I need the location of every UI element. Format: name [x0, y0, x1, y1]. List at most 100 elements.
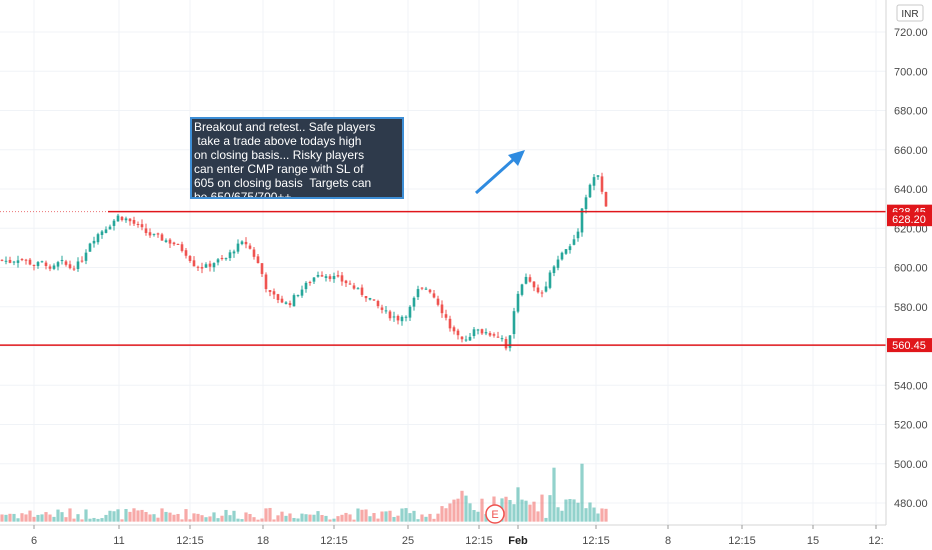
- earnings-marker[interactable]: E: [485, 504, 505, 524]
- candle-body: [320, 275, 324, 277]
- earnings-marker-text: E: [491, 509, 498, 521]
- volume-bar: [284, 515, 288, 522]
- volume-bar: [444, 508, 448, 522]
- volume-bar: [104, 514, 108, 522]
- volume-bar: [304, 514, 308, 522]
- time-tick-label: 15: [807, 535, 819, 547]
- candle-body: [48, 266, 52, 269]
- price-tick-label: 640.00: [894, 184, 928, 196]
- volume-bar: [176, 513, 180, 522]
- volume-bar: [536, 511, 540, 522]
- volume-bar: [456, 498, 460, 522]
- candle-body: [32, 264, 36, 266]
- volume-bar: [576, 502, 580, 522]
- price-tick-label: 540.00: [894, 380, 928, 392]
- volume-bar: [416, 519, 420, 522]
- candle-body: [156, 233, 160, 235]
- candle-body: [108, 226, 112, 230]
- candle-body: [584, 197, 588, 209]
- candle-body: [412, 297, 416, 307]
- volume-bar: [380, 511, 384, 522]
- volume-bar: [88, 518, 92, 522]
- price-tick-label: 700.00: [894, 66, 928, 78]
- candle-body: [528, 277, 532, 282]
- candle-body: [92, 240, 96, 244]
- last-price-tag: [887, 212, 932, 227]
- candle-body: [120, 216, 124, 221]
- candle-body: [216, 259, 220, 263]
- candle-body: [140, 224, 144, 228]
- volume-bar: [36, 514, 40, 522]
- volume-bar: [152, 514, 156, 522]
- volume-bar: [160, 508, 164, 522]
- price-tick-label: 520.00: [894, 420, 928, 432]
- candle-body: [180, 244, 184, 251]
- currency-badge[interactable]: INR: [896, 4, 924, 22]
- volume-bar: [132, 508, 136, 522]
- volume-bar: [324, 515, 328, 522]
- volume-bar: [600, 508, 604, 522]
- candle-body: [468, 336, 472, 341]
- candle-body: [148, 232, 152, 236]
- volume-bar: [140, 509, 144, 522]
- time-tick-label: 25: [402, 535, 414, 547]
- time-tick-label: 12:15: [465, 535, 493, 547]
- volume-bar: [208, 516, 212, 522]
- candle-body: [172, 242, 176, 245]
- candle-body: [104, 229, 108, 233]
- volume-bar: [56, 509, 60, 522]
- volume-bar: [472, 510, 476, 522]
- candle-body: [84, 252, 88, 261]
- candle-body: [360, 287, 364, 295]
- candle-body: [312, 277, 316, 282]
- volume-bar: [260, 518, 264, 522]
- volume-bar: [108, 510, 112, 522]
- volume-bar: [288, 513, 292, 522]
- annotation-note[interactable]: Breakout and retest.. Safe players take …: [190, 117, 404, 199]
- candle-body: [384, 310, 388, 312]
- candle-body: [532, 281, 536, 288]
- candle-body: [508, 335, 512, 348]
- time-tick-label: 12:15: [582, 535, 610, 547]
- volume-bar: [64, 517, 68, 522]
- volume-bar: [564, 499, 568, 522]
- trend-arrow[interactable]: [474, 150, 525, 195]
- candle-body: [472, 329, 476, 336]
- volume-bar: [204, 517, 208, 522]
- volume-bar: [164, 511, 168, 522]
- volume-bar: [52, 516, 56, 522]
- candle-body: [280, 298, 284, 303]
- candle-body: [376, 301, 380, 307]
- volume-bar: [484, 514, 488, 522]
- time-axis[interactable]: 6 11 12:15 18 12:15 25 12:15 Feb 12:15 8 12:15 15 12…: [0, 524, 886, 547]
- grid-lines: [0, 0, 886, 525]
- volume-bar: [60, 512, 64, 522]
- volume-bar: [372, 513, 376, 522]
- candle-body: [168, 239, 172, 244]
- candle-body: [496, 336, 500, 338]
- candle-body: [428, 289, 432, 293]
- volume-bar: [236, 518, 240, 522]
- price-axis[interactable]: 480.00500.00520.00540.00560.00580.00600.…: [885, 0, 932, 525]
- candle-body: [192, 260, 196, 267]
- volume-bar: [40, 514, 44, 522]
- candle-body: [340, 275, 344, 282]
- candle-body: [452, 327, 456, 332]
- candle-body: [480, 329, 484, 334]
- volume-bar: [560, 510, 564, 522]
- volume-bar: [392, 516, 396, 522]
- candle-body: [380, 307, 384, 310]
- horizontal-levels[interactable]: [0, 210, 886, 346]
- volume-bar: [432, 518, 436, 522]
- volume-bar: [268, 507, 272, 522]
- arrow-shaft: [474, 157, 516, 195]
- volume-bar: [604, 508, 608, 522]
- price-tick-label: 680.00: [894, 106, 928, 118]
- candle-body: [40, 261, 44, 263]
- volume-bar: [12, 513, 16, 522]
- candle-body: [536, 287, 540, 293]
- volume-bar: [340, 514, 344, 522]
- volume-bar: [452, 499, 456, 522]
- candle-body: [196, 266, 200, 268]
